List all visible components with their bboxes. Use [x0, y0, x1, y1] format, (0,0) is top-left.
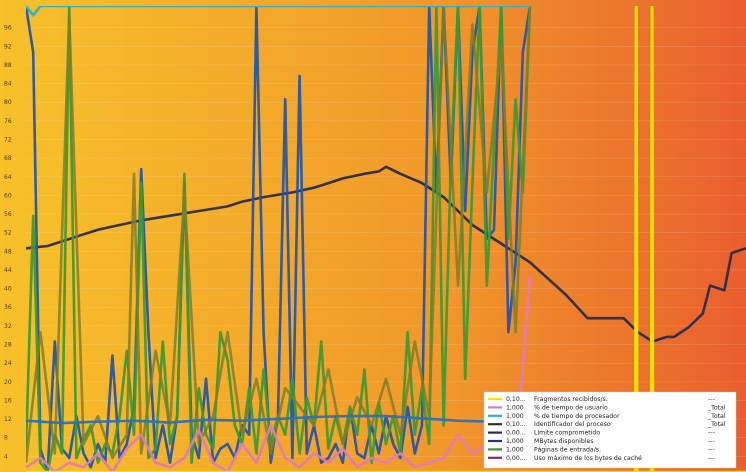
legend-scale: 1,000: [506, 446, 524, 453]
legend-scale: 1,000: [506, 438, 524, 445]
legend-counter: Páginas de entrada/s.: [534, 445, 601, 453]
y-tick-label: 12: [4, 416, 12, 423]
y-tick-label: 8: [4, 435, 8, 442]
y-tick-label: 16: [4, 397, 12, 404]
legend-instance: _Total: [707, 421, 726, 428]
legend-counter: Identificador del proceso: [534, 421, 611, 428]
legend-instance: ---: [708, 396, 715, 403]
series-line-user: [26, 276, 532, 472]
series-line-olive: [26, 6, 532, 463]
y-tick-label: 40: [4, 286, 12, 293]
legend-instance: ---: [708, 446, 715, 453]
y-tick-label: 56: [4, 211, 12, 218]
y-tick-label: 60: [4, 192, 12, 199]
legend-scale: 1,000: [506, 404, 524, 411]
y-tick-label: 68: [4, 155, 12, 162]
legend-counter: MBytes disponibles: [534, 438, 594, 445]
y-tick-label: 36: [4, 304, 12, 311]
legend-counter: % de tiempo de procesador: [534, 413, 620, 420]
y-tick-label: 80: [4, 99, 12, 106]
y-tick-label: 84: [4, 81, 12, 88]
legend-counter: % de tiempo de usuario: [534, 404, 608, 411]
legend-instance: _Total: [707, 404, 726, 411]
y-tick-label: 24: [4, 360, 12, 367]
legend-instance: ---: [708, 438, 715, 445]
series-line-committed: [26, 165, 746, 343]
legend-counter: Límite comprometido: [534, 429, 600, 437]
y-tick-label: 44: [4, 267, 12, 274]
legend-box: [483, 391, 737, 469]
y-tick-labels: 0481216202428323640444852566064687276808…: [4, 25, 12, 461]
y-tick-label: 32: [4, 323, 12, 330]
y-tick-label: 4: [4, 453, 8, 460]
legend-instance: ---: [708, 455, 715, 462]
legend-counter: Fragmentos recibidos/s.: [534, 396, 608, 403]
series-line-yellow: [26, 6, 746, 472]
y-tick-label: 48: [4, 248, 12, 255]
y-tick-label: 64: [4, 174, 12, 181]
y-tick-label: 20: [4, 379, 12, 386]
y-tick-label: 72: [4, 136, 12, 143]
series-line-mbytes_low: [26, 414, 531, 425]
y-tick-label: 88: [4, 62, 12, 69]
y-tick-label: 76: [4, 118, 12, 125]
legend-instance: ---: [708, 430, 715, 437]
legend: 0,10... Fragmentos recibidos/s. --- 1,000 % …: [483, 391, 737, 469]
legend-counter: Uso máximo de los bytes de caché: [534, 454, 642, 462]
legend-scale: 0,00...: [506, 430, 526, 437]
legend-instance: _Total: [707, 413, 726, 420]
y-tick-label: 52: [4, 230, 12, 237]
y-tick-label: 96: [4, 25, 12, 32]
legend-scale: 1,000: [506, 413, 524, 420]
legend-scale: 0,10...: [506, 396, 526, 403]
legend-scale: 0,10...: [506, 421, 526, 428]
series-lines: [26, 6, 746, 472]
y-tick-label: 28: [4, 342, 12, 349]
y-tick-label: 92: [4, 43, 12, 50]
legend-scale: 0,00...: [506, 455, 526, 462]
